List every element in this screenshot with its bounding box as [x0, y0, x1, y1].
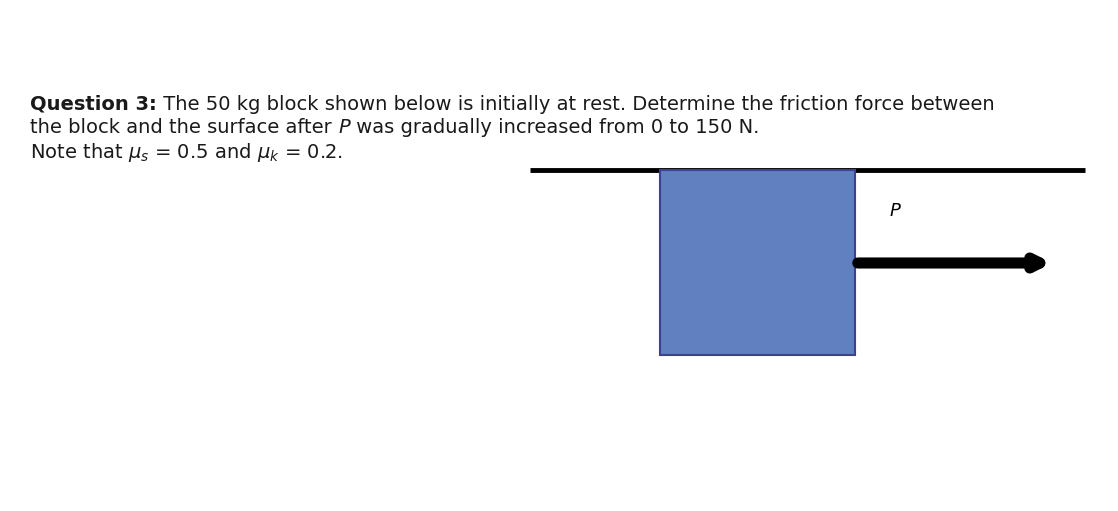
Text: was gradually increased from 0 to 150 N.: was gradually increased from 0 to 150 N. — [350, 118, 759, 137]
Bar — [660, 170, 855, 355]
Text: the block and the surface after: the block and the surface after — [30, 118, 338, 137]
Text: Question 3:: Question 3: — [30, 95, 157, 114]
Text: The 50 kg block shown below is initially at rest. Determine the friction force b: The 50 kg block shown below is initially… — [157, 95, 994, 114]
Text: P: P — [890, 202, 901, 220]
Text: P: P — [338, 118, 350, 137]
Text: Note that $\mu_s$ = 0.5 and $\mu_k$ = 0.2.: Note that $\mu_s$ = 0.5 and $\mu_k$ = 0.… — [30, 141, 342, 164]
